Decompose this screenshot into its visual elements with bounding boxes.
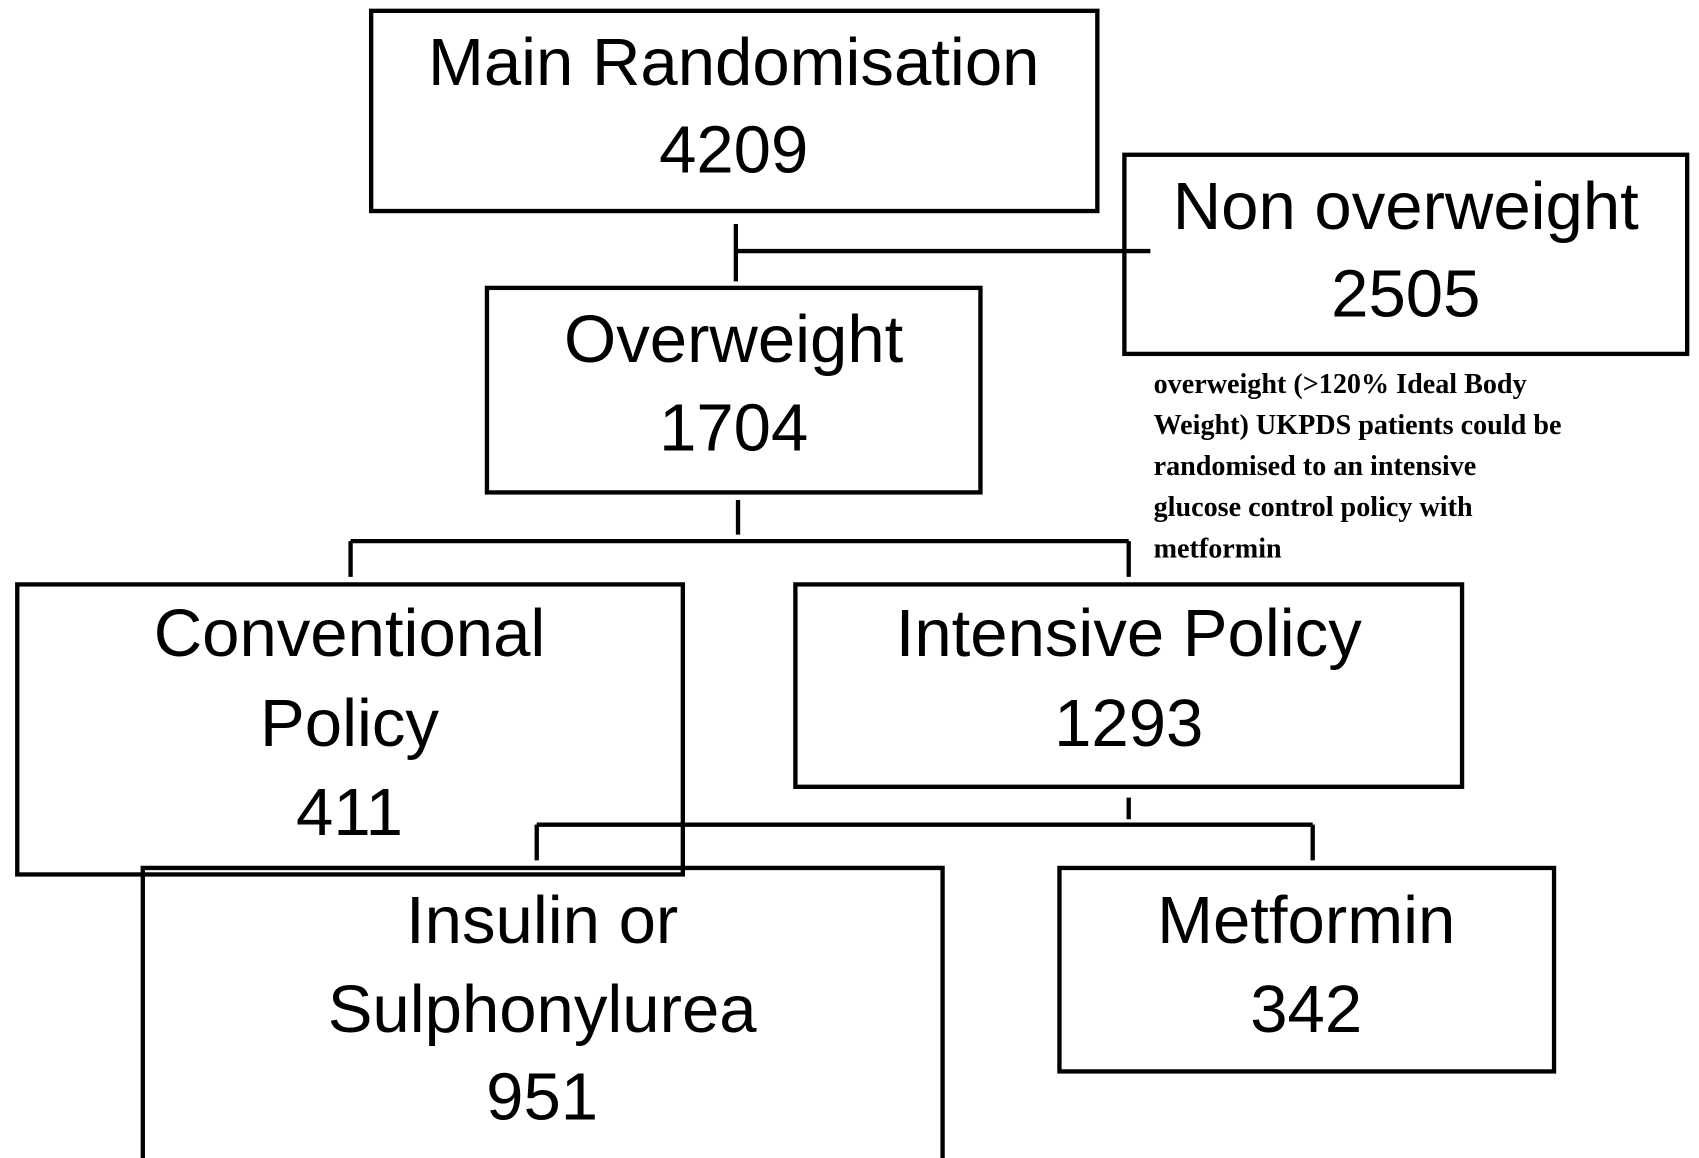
connector xyxy=(348,224,1315,861)
note-line: Weight) UKPDS patients could be xyxy=(1154,410,1562,441)
box xyxy=(793,582,1465,789)
node-label: Metformin xyxy=(1157,883,1455,958)
node-count: 411 xyxy=(296,775,403,850)
node-count: 951 xyxy=(486,1059,598,1134)
note-line: metformin xyxy=(1154,533,1282,564)
note-line: glucose control policy with xyxy=(1154,492,1473,523)
box xyxy=(484,285,983,495)
node-label: Main Randomisation xyxy=(428,25,1039,100)
node-label: Policy xyxy=(260,686,439,761)
node-label: Overweight xyxy=(564,302,904,377)
box xyxy=(368,8,1100,214)
box xyxy=(15,582,685,877)
node-label: Conventional xyxy=(154,596,546,671)
node-count: 4209 xyxy=(659,112,808,187)
note-line: overweight (>120% Ideal Body xyxy=(1154,369,1527,400)
node-label: Insulin or xyxy=(406,883,678,958)
node-label: Non overweight xyxy=(1173,169,1639,244)
node-count: 1293 xyxy=(1054,686,1203,761)
node-count: 2505 xyxy=(1331,256,1480,331)
node-count: 1704 xyxy=(659,391,808,466)
node-label: Intensive Policy xyxy=(896,596,1363,671)
note-line: randomised to an intensive xyxy=(1154,451,1477,482)
box xyxy=(140,865,945,1158)
node-label: Sulphonylurea xyxy=(328,972,758,1047)
box xyxy=(1122,152,1690,357)
node-count: 342 xyxy=(1250,972,1362,1047)
box xyxy=(1057,865,1557,1074)
